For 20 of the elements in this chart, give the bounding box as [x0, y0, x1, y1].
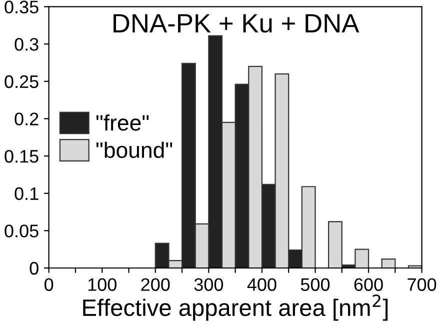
x-tick-label: 600: [354, 278, 383, 291]
legend-label: "bound": [96, 142, 172, 158]
y-tick-label: 0.15: [4, 150, 38, 163]
x-tick-label: 300: [194, 278, 224, 291]
y-tick-label: 0: [30, 262, 38, 275]
x-tick-label: 500: [300, 278, 330, 291]
y-tick-label: 0.2: [14, 112, 38, 126]
y-tick-label: 0.25: [4, 75, 38, 88]
y-tick-label: 0.05: [4, 224, 38, 238]
x-axis-title: Effective apparent area [nm$^{2}$]: [83, 294, 388, 321]
y-tick-label: 0.35: [4, 0, 38, 14]
y-tick-label: 0.1: [14, 187, 38, 200]
x-tick-label: 400: [247, 278, 276, 291]
chart-title: DNA-PK + Ku + DNA: [114, 14, 360, 33]
x-tick-label: 0: [44, 278, 54, 291]
x-tick-label: 700: [408, 278, 436, 291]
x-tick-label: 100: [88, 278, 116, 291]
y-tick-label: 0.3: [14, 38, 38, 51]
x-tick-label: 200: [141, 278, 170, 291]
legend-label: "free": [96, 114, 149, 131]
